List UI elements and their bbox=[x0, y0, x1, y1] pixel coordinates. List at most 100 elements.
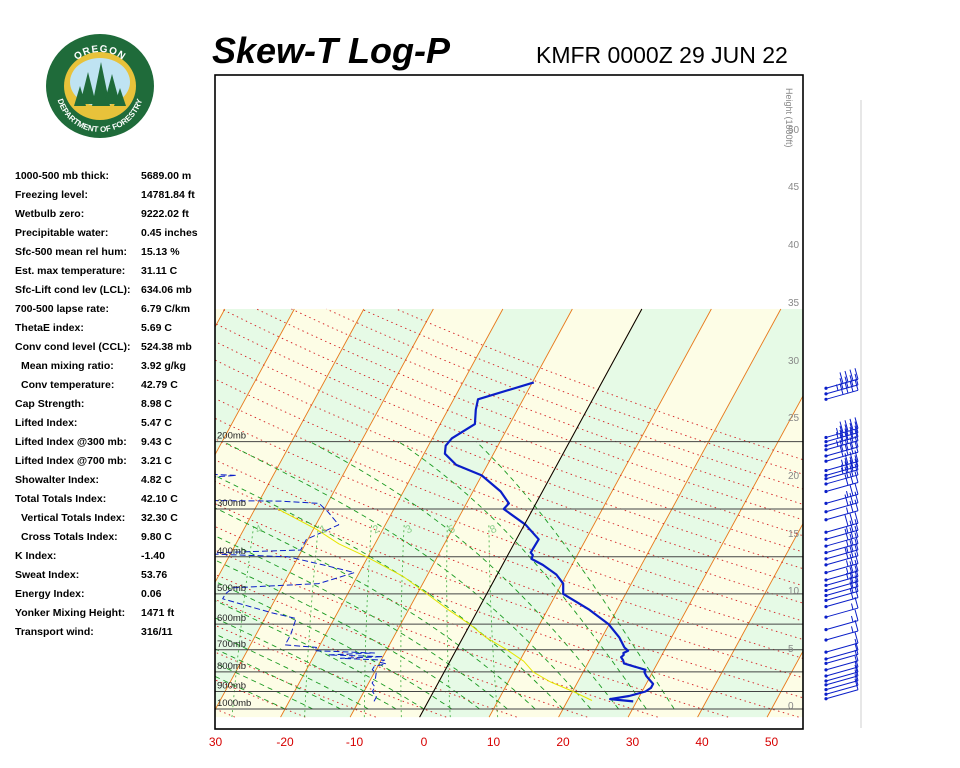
wind-barb-flag bbox=[854, 643, 859, 655]
index-label: Lifted Index @700 mb: bbox=[15, 455, 127, 467]
wind-barb-flag bbox=[849, 375, 854, 387]
wind-barb-shaft bbox=[825, 510, 859, 521]
index-value: 9222.02 ft bbox=[141, 208, 189, 220]
wind-barb bbox=[824, 417, 859, 440]
height-tick-label: 50 bbox=[788, 125, 800, 136]
wind-barb bbox=[824, 463, 859, 486]
index-row: K Index: -1.40 bbox=[15, 548, 215, 567]
isotherm-line bbox=[627, 394, 803, 718]
dewpoint-profile bbox=[215, 468, 387, 702]
wind-barb-shaft bbox=[825, 607, 859, 618]
wind-barb-half-flag bbox=[841, 459, 844, 466]
wind-barb-base bbox=[824, 501, 828, 505]
wind-barb bbox=[824, 379, 859, 401]
wind-barb-base bbox=[824, 692, 828, 696]
index-label: Showalter Index: bbox=[15, 474, 100, 486]
station-time-subtitle: KMFR 0000Z 29 JUN 22 bbox=[536, 42, 788, 68]
isotherm-line bbox=[349, 308, 573, 718]
index-label: Conv temperature: bbox=[21, 379, 115, 391]
wind-barb-flag bbox=[844, 370, 849, 383]
index-value: 42.10 C bbox=[141, 493, 178, 505]
index-label: 1000-500 mb thick: bbox=[15, 170, 109, 182]
wind-barb-flag bbox=[849, 566, 854, 578]
index-value: 32.30 C bbox=[141, 512, 178, 524]
mixing-ratio-line bbox=[446, 524, 451, 718]
index-row: Lifted Index @700 mb: 3.21 C bbox=[15, 453, 215, 472]
wind-barb bbox=[824, 609, 859, 632]
wind-barb-flag bbox=[854, 425, 859, 437]
wind-barb bbox=[824, 596, 859, 619]
wind-barb-flag bbox=[854, 638, 859, 651]
mixing-ratio-line bbox=[363, 524, 372, 718]
index-row: 1000-500 mb thick: 5689.00 m bbox=[15, 168, 215, 187]
wind-barb-flag bbox=[849, 520, 854, 532]
wind-barb bbox=[824, 669, 859, 692]
wind-barb bbox=[824, 664, 859, 687]
wind-barb-flag bbox=[854, 525, 859, 538]
height-tick-label: 15 bbox=[788, 529, 800, 540]
isotherm-band bbox=[215, 309, 225, 327]
height-axis-title: Height (1000ft) bbox=[784, 88, 794, 148]
wind-barb-half-flag bbox=[846, 507, 849, 514]
index-value: 0.45 inches bbox=[141, 227, 198, 239]
wind-barb-base bbox=[824, 563, 828, 567]
wind-barb bbox=[824, 499, 859, 522]
height-tick-label: 20 bbox=[788, 471, 800, 482]
stability-indices-panel: 1000-500 mb thick: 5689.00 m Freezing leve… bbox=[15, 168, 215, 643]
wind-barb bbox=[824, 674, 859, 696]
wind-barb-flag bbox=[844, 443, 849, 456]
height-tick-label: 45 bbox=[788, 182, 800, 193]
wind-barb-flag bbox=[854, 450, 859, 462]
wind-barb-flag bbox=[854, 649, 859, 661]
dry-adiabat bbox=[215, 525, 729, 718]
pressure-label: 400mb bbox=[217, 546, 246, 557]
wind-barb bbox=[824, 580, 859, 602]
wind-barb-flag bbox=[854, 441, 859, 453]
wind-barb-base bbox=[824, 454, 828, 458]
mixing-ratio-label: 4 bbox=[254, 523, 265, 536]
wind-barb-base bbox=[824, 679, 828, 683]
dry-adiabat bbox=[215, 340, 803, 570]
wind-barb-flag bbox=[854, 435, 859, 448]
wind-barb-base bbox=[824, 530, 828, 534]
zero-isotherm-line bbox=[419, 308, 643, 718]
wind-barb-base bbox=[824, 550, 828, 555]
wind-barb-flag bbox=[854, 669, 859, 681]
wind-barb-base bbox=[824, 593, 828, 598]
wind-barb-half-flag bbox=[846, 540, 849, 547]
wind-barb-half-flag bbox=[836, 432, 839, 439]
wind-barb-base bbox=[824, 657, 828, 661]
wind-barb-half-flag bbox=[836, 384, 839, 391]
height-tick-label: 0 bbox=[788, 701, 794, 712]
wind-barb-flag bbox=[849, 422, 854, 435]
wind-barb-flag bbox=[854, 417, 859, 429]
wind-barb-flag bbox=[854, 559, 859, 572]
index-label: Cross Totals Index: bbox=[21, 531, 118, 543]
wind-barb-shaft bbox=[825, 590, 859, 601]
wind-barb bbox=[824, 519, 859, 541]
isotherm-line bbox=[215, 308, 434, 711]
wind-barb-base bbox=[824, 661, 828, 666]
wind-barb-base bbox=[824, 668, 828, 672]
mixing-ratio-label: 5 bbox=[447, 523, 458, 536]
index-row: Showalter Index: 4.82 C bbox=[15, 472, 215, 491]
isotherm-line bbox=[215, 308, 295, 456]
wind-barb-flag bbox=[849, 546, 854, 558]
wind-barb-base bbox=[824, 448, 828, 452]
wind-barb-flag bbox=[854, 471, 859, 483]
index-row: Est. max temperature: 31.11 C bbox=[15, 263, 215, 282]
wind-barb-flag bbox=[849, 437, 854, 449]
wind-barb-flag bbox=[849, 472, 854, 485]
index-row: Lifted Index: 5.47 C bbox=[15, 415, 215, 434]
index-label: Cap Strength: bbox=[15, 398, 85, 410]
wind-barb-flag bbox=[844, 376, 849, 388]
mixing-ratio-line bbox=[231, 524, 255, 718]
index-row: Lifted Index @300 mb: 9.43 C bbox=[15, 434, 215, 453]
wind-barb-base bbox=[824, 397, 828, 401]
index-row: Cap Strength: 8.98 C bbox=[15, 396, 215, 415]
wind-barb-flag bbox=[854, 429, 859, 441]
temperature-tick-label: 10 bbox=[487, 735, 501, 749]
plot-frame bbox=[214, 74, 804, 730]
height-tick-label: 40 bbox=[788, 240, 800, 251]
wind-barb-half-flag bbox=[846, 573, 849, 580]
